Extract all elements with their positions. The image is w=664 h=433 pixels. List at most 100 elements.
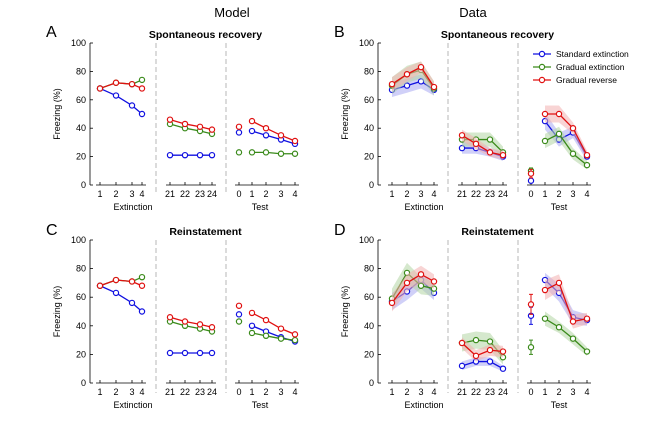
legend-marker <box>538 50 546 58</box>
data-point <box>555 130 563 138</box>
data-point <box>235 302 243 309</box>
data-point <box>499 365 507 372</box>
chart-title: Reinstatement <box>461 226 534 238</box>
x-tick-label: 24 <box>207 387 217 397</box>
data-point <box>181 120 189 128</box>
data-point <box>527 177 535 184</box>
data-point <box>248 127 256 135</box>
series-line <box>169 123 213 135</box>
data-point <box>291 150 299 157</box>
x-tick-label: 24 <box>498 189 508 199</box>
data-point <box>291 331 299 338</box>
series-line <box>461 342 504 357</box>
data-point <box>248 149 256 156</box>
series-line <box>251 332 296 341</box>
data-point <box>181 151 189 159</box>
data-point <box>262 149 270 156</box>
data-point <box>388 80 396 88</box>
data-point <box>277 150 285 157</box>
error-band <box>545 126 587 170</box>
data-point <box>403 279 411 287</box>
series-line <box>545 113 588 156</box>
data-point <box>138 110 146 118</box>
data-point <box>417 282 425 289</box>
y-tick-label: 20 <box>364 349 374 359</box>
x-tick-label: 3 <box>278 189 283 199</box>
data-point <box>208 324 216 331</box>
data-point <box>417 63 425 71</box>
data-point <box>417 271 425 278</box>
x-tick-label: 1 <box>249 387 254 397</box>
data-point <box>486 358 494 365</box>
y-tick-label: 20 <box>76 152 86 162</box>
x-tick-label: 3 <box>418 387 423 397</box>
x-tick-label: 1 <box>389 189 394 199</box>
x-tick-label: 23 <box>195 387 205 397</box>
x-tick-label: 3 <box>418 189 423 199</box>
x-tick-label: 4 <box>431 387 436 397</box>
data-point <box>527 301 535 308</box>
y-tick-label: 40 <box>76 123 86 133</box>
x-tick-label: 3 <box>129 189 134 199</box>
legend-label: Gradual reverse <box>556 75 617 85</box>
data-point <box>555 279 563 287</box>
data-point <box>166 349 174 357</box>
data-point <box>196 349 204 357</box>
data-point <box>181 349 189 357</box>
series-line <box>391 66 435 88</box>
x-tick-label: 22 <box>471 189 481 199</box>
series-line <box>99 285 143 312</box>
x-tick-label: 1 <box>542 189 547 199</box>
x-tick-label: 4 <box>292 387 297 397</box>
data-point <box>541 110 549 118</box>
y-tick-label: 80 <box>76 264 86 274</box>
y-axis-label: Freezing (%) <box>52 88 62 140</box>
x-tick-label: 21 <box>457 387 467 397</box>
error-band <box>392 265 434 312</box>
data-point <box>262 132 270 139</box>
y-tick-label: 60 <box>76 95 86 105</box>
y-tick-label: 60 <box>364 95 374 105</box>
x-tick-label: 2 <box>556 189 561 199</box>
y-tick-label: 80 <box>76 66 86 76</box>
x-tick-label: 23 <box>485 189 495 199</box>
data-point <box>569 124 577 132</box>
y-tick-label: 100 <box>359 235 374 245</box>
data-point <box>112 79 120 86</box>
legend-marker <box>538 63 546 71</box>
x-tick-label: 2 <box>404 189 409 199</box>
data-point <box>555 324 563 331</box>
data-point <box>112 289 120 297</box>
x-tick-label: 0 <box>236 189 241 199</box>
data-point <box>472 140 480 148</box>
data-point <box>403 82 411 89</box>
legend: Standard extinction Gradual extinction Gra… <box>533 49 629 85</box>
data-point <box>166 151 174 159</box>
x-tick-label: 0 <box>236 387 241 397</box>
x-tick-label: 21 <box>457 189 467 199</box>
x-axis-label-test: Test <box>551 202 568 212</box>
data-point <box>248 322 256 329</box>
data-point <box>181 318 189 325</box>
x-tick-label: 21 <box>165 189 175 199</box>
y-tick-label: 80 <box>364 66 374 76</box>
data-point <box>112 276 120 284</box>
x-tick-label: 2 <box>113 189 118 199</box>
data-point <box>569 335 577 342</box>
data-point <box>166 314 174 321</box>
y-tick-label: 0 <box>369 180 374 190</box>
panel-letter-a: A <box>46 24 57 41</box>
x-tick-label: 22 <box>471 387 481 397</box>
data-point <box>583 161 591 169</box>
x-tick-label: 22 <box>180 189 190 199</box>
x-axis-label-test: Test <box>252 202 269 212</box>
data-point <box>499 151 507 159</box>
data-point <box>196 151 204 159</box>
y-tick-label: 100 <box>71 38 86 48</box>
y-axis-label: Freezing (%) <box>52 286 62 338</box>
x-tick-label: 24 <box>498 387 508 397</box>
data-point <box>472 352 480 360</box>
data-point <box>458 339 466 347</box>
series-line <box>391 273 435 304</box>
